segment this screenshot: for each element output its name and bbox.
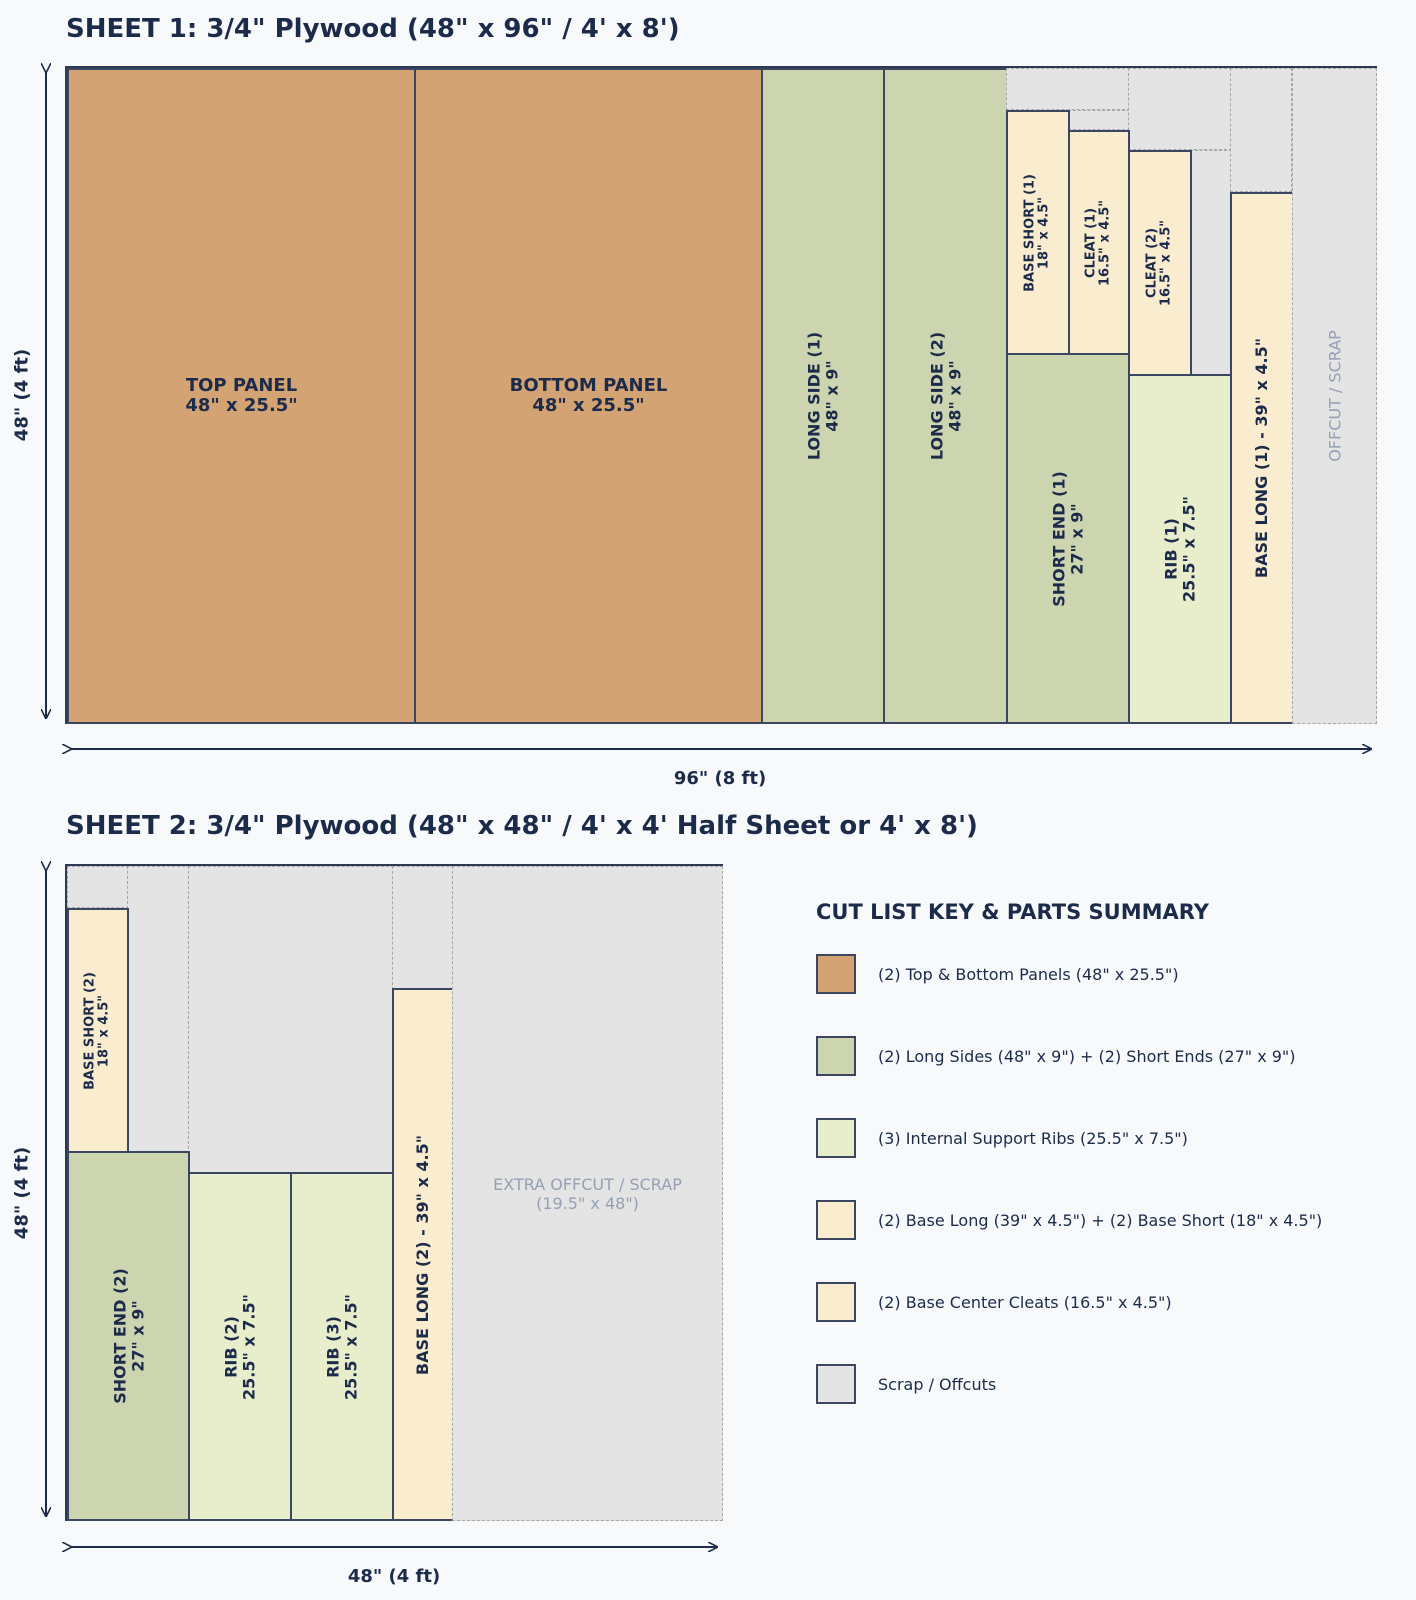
piece-name: TOP PANEL <box>185 375 298 397</box>
sheet1-width-label: 96" (8 ft) <box>673 768 767 789</box>
sheet1-title: SHEET 1: 3/4" Plywood (48" x 96" / 4' x … <box>66 14 680 44</box>
piece-size: 48" x 25.5" <box>185 395 298 416</box>
scrap-strip <box>392 866 454 990</box>
key-label: (2) Long Sides (48" x 9") + (2) Short En… <box>878 1046 1296 1066</box>
key-label: (3) Internal Support Ribs (25.5" x 7.5") <box>878 1128 1188 1148</box>
short-end-2: SHORT END (2) 27" x 9" <box>67 1151 190 1521</box>
extra-offcut-scrap: EXTRA OFFCUT / SCRAP (19.5" x 48") <box>452 866 723 1521</box>
key-item-panels: (2) Top & Bottom Panels (48" x 25.5") <box>816 953 1179 995</box>
key-swatch <box>816 1036 856 1076</box>
key-item-ribs: (3) Internal Support Ribs (25.5" x 7.5") <box>816 1117 1188 1159</box>
sheet2-width-label: 48" (4 ft) <box>347 1566 441 1587</box>
key-item-scrap: Scrap / Offcuts <box>816 1363 996 1405</box>
key-title: CUT LIST KEY & PARTS SUMMARY <box>816 900 1209 924</box>
sheet1-board: TOP PANEL 48" x 25.5" BOTTOM PANEL 48" x 2… <box>65 66 1377 724</box>
scrap-size: (19.5" x 48") <box>536 1193 639 1213</box>
key-label: Scrap / Offcuts <box>878 1374 997 1394</box>
scrap-strip <box>1006 68 1130 110</box>
key-label: (2) Base Center Cleats (16.5" x 4.5") <box>878 1292 1172 1312</box>
scrap-label: EXTRA OFFCUT / SCRAP <box>493 1174 682 1194</box>
key-item-base: (2) Base Long (39" x 4.5") + (2) Base Sh… <box>816 1199 1322 1241</box>
base-short-1: BASE SHORT (1) 18" x 4.5" <box>1006 110 1070 355</box>
key-item-cleats: (2) Base Center Cleats (16.5" x 4.5") <box>816 1281 1172 1323</box>
top-panel: TOP PANEL 48" x 25.5" <box>67 68 416 724</box>
scrap-strip <box>1128 68 1232 150</box>
sheet2-title: SHEET 2: 3/4" Plywood (48" x 48" / 4' x … <box>66 811 978 841</box>
piece-size: 48" x 25.5" <box>532 395 645 416</box>
offcut-scrap: OFFCUT / SCRAP <box>1292 68 1377 724</box>
key-swatch <box>816 1364 856 1404</box>
rib-3: RIB (3) 25.5" x 7.5" <box>290 1172 394 1521</box>
key-swatch <box>816 1282 856 1322</box>
key-item-sides: (2) Long Sides (48" x 9") + (2) Short En… <box>816 1035 1296 1077</box>
piece-name: BOTTOM PANEL <box>509 375 668 397</box>
key-label: (2) Top & Bottom Panels (48" x 25.5") <box>878 964 1179 984</box>
key-label: (2) Base Long (39" x 4.5") + (2) Base Sh… <box>878 1210 1323 1230</box>
scrap-strip <box>127 866 190 1153</box>
rib-2: RIB (2) 25.5" x 7.5" <box>188 1172 292 1521</box>
scrap-strip <box>67 866 129 908</box>
bottom-panel: BOTTOM PANEL 48" x 25.5" <box>414 68 763 724</box>
sheet2-board: BASE SHORT (2) 18" x 4.5" SHORT END (2) 27… <box>65 864 723 1521</box>
scrap-strip <box>1230 68 1292 192</box>
key-swatch <box>816 954 856 994</box>
key-swatch <box>816 1118 856 1158</box>
base-short-2: BASE SHORT (2) 18" x 4.5" <box>67 908 129 1153</box>
key-swatch <box>816 1200 856 1240</box>
